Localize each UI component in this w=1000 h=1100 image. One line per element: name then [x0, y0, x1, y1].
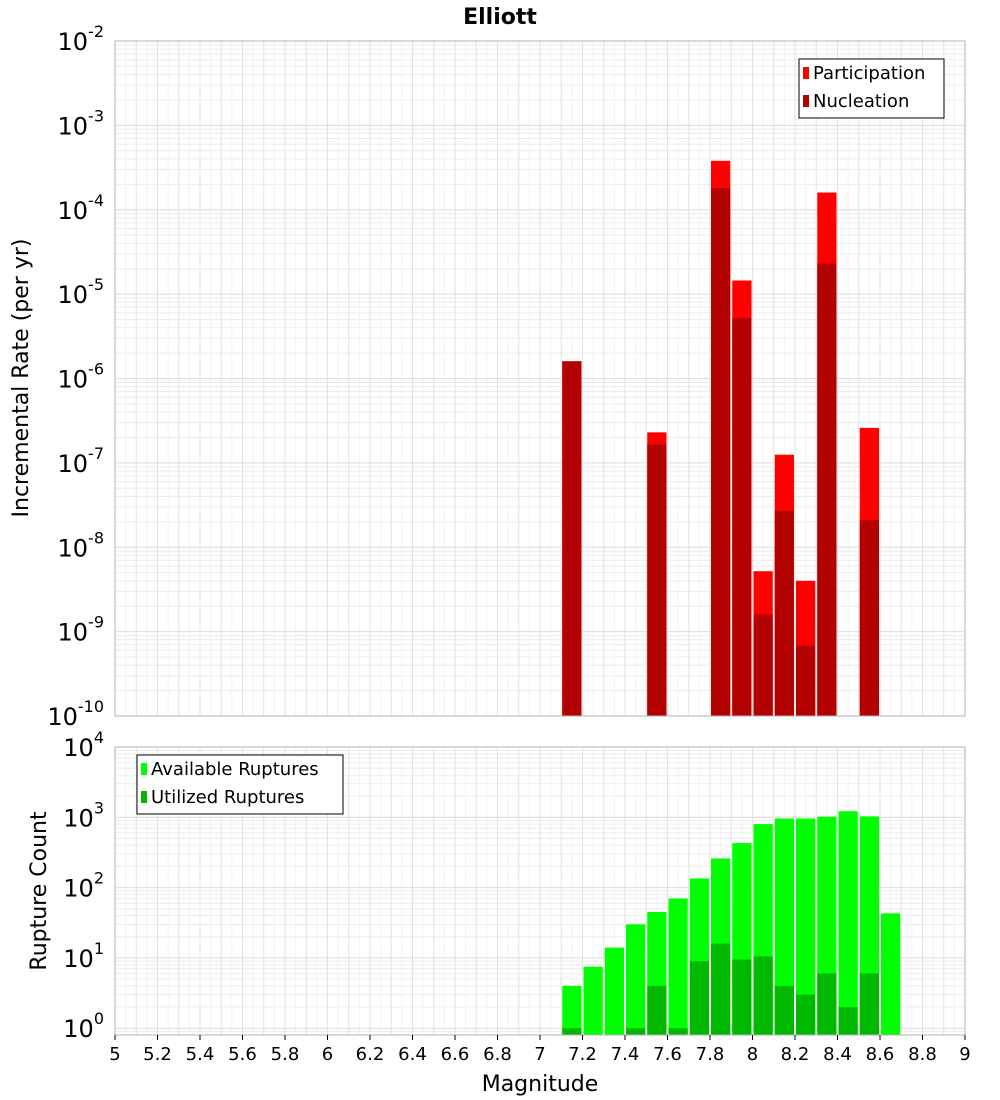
y-tick-label: 10-7 — [58, 444, 105, 478]
bar-count-series-0-1 — [583, 966, 603, 1035]
legend-label: Utilized Ruptures — [151, 787, 304, 808]
legend-box — [798, 58, 945, 119]
legend-label: Available Ruptures — [151, 759, 319, 780]
legend-swatch — [803, 95, 809, 107]
legend-label: Participation — [813, 63, 925, 84]
bar-count-series-1-4 — [689, 961, 709, 1035]
bar-count-series-1-12 — [859, 973, 879, 1035]
bar-count-series-1-5 — [711, 943, 731, 1035]
x-axis: 5 5.2 5.4 5.6 5.8 6 6.2 6.4 6.6 6.8 7 7.2 7.4 7.6 7.8 8… — [109, 1035, 971, 1065]
legend: Participation Nucleation — [798, 58, 945, 119]
y-axis-label: Rupture Count — [27, 811, 52, 971]
bar-count-series-1-2 — [647, 985, 667, 1035]
x-tick-label: 8.4 — [823, 1044, 852, 1065]
bar-rate-series-1-4 — [753, 614, 773, 716]
bar-count-series-0-2 — [604, 947, 624, 1035]
x-tick-label: 6.8 — [483, 1044, 512, 1065]
legend: Available Ruptures Utilized Ruptures — [136, 754, 344, 815]
bar-rate-series-1-2 — [711, 188, 731, 717]
bar-rate-series-1-1 — [647, 444, 667, 716]
y-tick-label: 10-4 — [58, 191, 105, 225]
bar-rate-series-1-7 — [817, 263, 837, 716]
x-tick-label: 8.8 — [908, 1044, 937, 1065]
legend-label: Nucleation — [813, 91, 909, 112]
y-tick-label: 101 — [63, 939, 104, 973]
bar-count-series-1-7 — [753, 956, 773, 1035]
x-tick-label: 6.2 — [356, 1044, 385, 1065]
bar-count-series-0-0 — [562, 985, 582, 1035]
x-tick-label: 6.6 — [441, 1044, 470, 1065]
y-axis-label: Incremental Rate (per yr) — [9, 239, 34, 518]
plot-frame — [114, 40, 966, 717]
x-tick-label: 7.4 — [611, 1044, 640, 1065]
x-tick-label: 8.6 — [866, 1044, 895, 1065]
bar-count-series-1-0 — [562, 1028, 582, 1035]
bar-count-series-1-9 — [796, 994, 816, 1035]
x-tick-label: 6 — [322, 1044, 333, 1065]
bar-count-series-1-3 — [668, 1028, 688, 1035]
x-tick-label: 9 — [959, 1044, 970, 1065]
y-tick-label: 104 — [63, 728, 104, 762]
y-tick-label: 103 — [63, 798, 104, 832]
x-tick-label: 5.6 — [228, 1044, 257, 1065]
x-axis-label: Magnitude — [482, 1072, 599, 1097]
bar-count-series-0-5 — [668, 898, 688, 1035]
bar-rate-series-1-8 — [859, 520, 879, 716]
legend-swatch — [141, 791, 147, 803]
rate-panel: 10-10 10-9 10-8 10-7 10-6 10-5 10-4 10-3 10-2 Inc… — [9, 22, 966, 731]
bar-count-series-1-6 — [732, 959, 752, 1035]
legend-box — [136, 754, 344, 815]
bar-rate-series-1-5 — [774, 510, 794, 716]
bar-count-series-0-3 — [626, 924, 646, 1035]
x-tick-label: 6.4 — [398, 1044, 427, 1065]
legend-swatch — [141, 763, 147, 775]
y-tick-label: 10-8 — [58, 528, 105, 562]
x-tick-label: 8 — [747, 1044, 758, 1065]
bar-count-series-0-15 — [881, 913, 901, 1035]
y-tick-label: 10-3 — [58, 106, 105, 140]
count-panel: 100 101 102 103 104 Rupture Count Available Ru… — [27, 728, 966, 1043]
y-tick-label: 10-10 — [47, 697, 104, 731]
bar-rate-series-1-0 — [562, 361, 582, 716]
x-tick-label: 7 — [534, 1044, 545, 1065]
bar-rate-series-1-3 — [732, 318, 752, 716]
y-tick-label: 10-2 — [58, 22, 105, 56]
x-tick-label: 5.8 — [271, 1044, 300, 1065]
y-tick-label: 10-9 — [58, 613, 105, 647]
legend-swatch — [803, 67, 809, 79]
bar-count-series-1-10 — [817, 973, 837, 1035]
y-tick-label: 10-6 — [58, 360, 105, 394]
x-tick-label: 7.2 — [568, 1044, 597, 1065]
y-tick-label: 10-5 — [58, 275, 105, 309]
x-tick-label: 7.6 — [653, 1044, 682, 1065]
bar-count-series-1-1 — [626, 1028, 646, 1035]
chart-title: Elliott — [463, 5, 537, 30]
bar-count-series-0-10 — [774, 818, 794, 1035]
bar-rate-series-1-6 — [796, 645, 816, 716]
bar-count-series-1-8 — [774, 985, 794, 1035]
x-tick-label: 5.2 — [143, 1044, 172, 1065]
bar-count-series-0-11 — [796, 818, 816, 1035]
y-tick-label: 102 — [63, 869, 104, 903]
x-tick-label: 5 — [109, 1044, 120, 1065]
x-tick-label: 8.2 — [781, 1044, 810, 1065]
bar-count-series-1-11 — [838, 1007, 858, 1035]
x-tick-label: 7.8 — [696, 1044, 725, 1065]
y-tick-label: 100 — [63, 1009, 104, 1043]
bar-count-series-0-13 — [838, 811, 858, 1035]
x-tick-label: 5.4 — [186, 1044, 215, 1065]
